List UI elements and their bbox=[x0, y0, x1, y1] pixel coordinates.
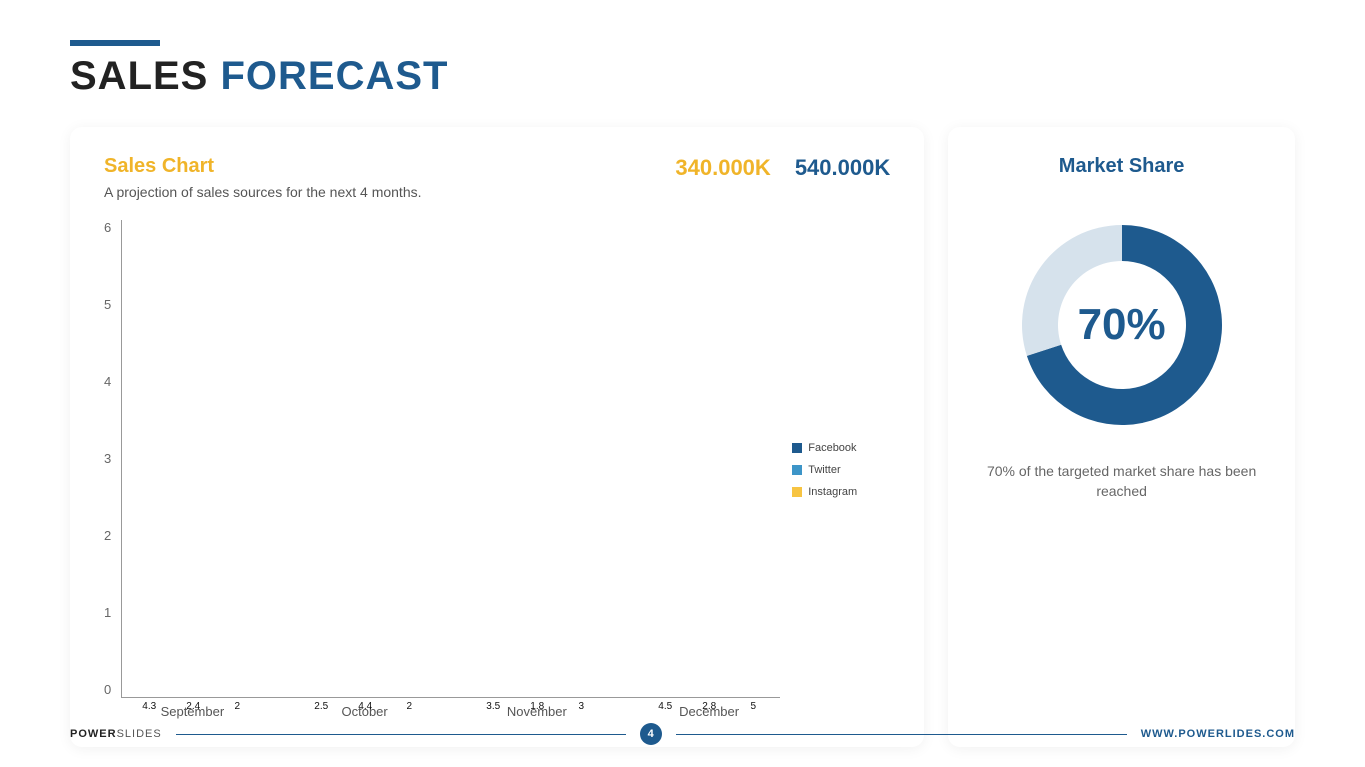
bars-row: 4.32.422.54.423.51.834.52.85 bbox=[121, 220, 780, 698]
legend-swatch bbox=[792, 465, 802, 475]
bar-value-label: 3.5 bbox=[476, 701, 510, 712]
bar-value-label: 2.5 bbox=[304, 701, 338, 712]
footer-page-number: 4 bbox=[640, 723, 662, 745]
bar-value-label: 2 bbox=[392, 701, 426, 712]
footer-line-right bbox=[676, 734, 1127, 735]
sales-chart-title: Sales Chart bbox=[104, 155, 422, 178]
kpi-2: 540.000K bbox=[795, 155, 890, 181]
footer-brand-bold: POWER bbox=[70, 728, 117, 740]
bar-value-label: 5 bbox=[736, 701, 770, 712]
market-share-title: Market Share bbox=[1059, 155, 1185, 178]
title-accent bbox=[70, 40, 160, 46]
title-part-2: FORECAST bbox=[220, 54, 448, 98]
y-tick: 2 bbox=[104, 528, 111, 543]
bar-value-label: 4.5 bbox=[648, 701, 682, 712]
footer-url: WWW.POWERLIDES.COM bbox=[1141, 728, 1295, 740]
y-tick: 0 bbox=[104, 682, 111, 697]
y-axis: 0 1 2 3 4 5 6 bbox=[104, 220, 121, 719]
bar-value-label: 2.4 bbox=[176, 701, 210, 712]
donut-percent-label: 70% bbox=[1078, 300, 1166, 350]
y-tick: 5 bbox=[104, 297, 111, 312]
y-tick: 4 bbox=[104, 374, 111, 389]
footer-line-left bbox=[176, 734, 627, 735]
sales-chart-panel: Sales Chart A projection of sales source… bbox=[70, 127, 924, 747]
bar-value-label: 4.3 bbox=[132, 701, 166, 712]
legend-item: Twitter bbox=[792, 464, 890, 476]
bar-value-label: 2.8 bbox=[692, 701, 726, 712]
market-share-panel: Market Share 70% 70% of the targeted mar… bbox=[948, 127, 1295, 747]
legend-label: Facebook bbox=[808, 442, 856, 454]
page-title: SALES FORECAST bbox=[70, 54, 1295, 99]
legend-item: Instagram bbox=[792, 486, 890, 498]
bar-chart: 0123456 4.32.422.54.423.51.834.52.85 Sep… bbox=[104, 220, 890, 719]
sales-chart-subtitle: A projection of sales sources for the ne… bbox=[104, 184, 422, 200]
legend-item: Facebook bbox=[792, 442, 890, 454]
y-tick: 6 bbox=[104, 220, 111, 235]
y-tick: 3 bbox=[104, 451, 111, 466]
slide-footer: POWERSLIDES 4 WWW.POWERLIDES.COM bbox=[70, 723, 1295, 745]
kpi-1: 340.000K bbox=[675, 155, 770, 181]
legend-swatch bbox=[792, 487, 802, 497]
y-tick: 1 bbox=[104, 605, 111, 620]
footer-brand: POWERSLIDES bbox=[70, 728, 162, 740]
legend-label: Twitter bbox=[808, 464, 840, 476]
chart-legend: Facebook Twitter Instagram bbox=[780, 220, 890, 719]
bar-value-label: 1.8 bbox=[520, 701, 554, 712]
bar-value-label: 3 bbox=[564, 701, 598, 712]
market-share-caption: 70% of the targeted market share has bee… bbox=[982, 462, 1261, 501]
legend-label: Instagram bbox=[808, 486, 857, 498]
kpi-row: 340.000K 540.000K bbox=[675, 155, 890, 181]
donut-chart: 70% bbox=[1007, 210, 1237, 440]
legend-swatch bbox=[792, 443, 802, 453]
footer-brand-light: SLIDES bbox=[117, 728, 162, 740]
title-part-1: SALES bbox=[70, 54, 208, 98]
bar-value-label: 4.4 bbox=[348, 701, 382, 712]
bar-value-label: 2 bbox=[220, 701, 254, 712]
